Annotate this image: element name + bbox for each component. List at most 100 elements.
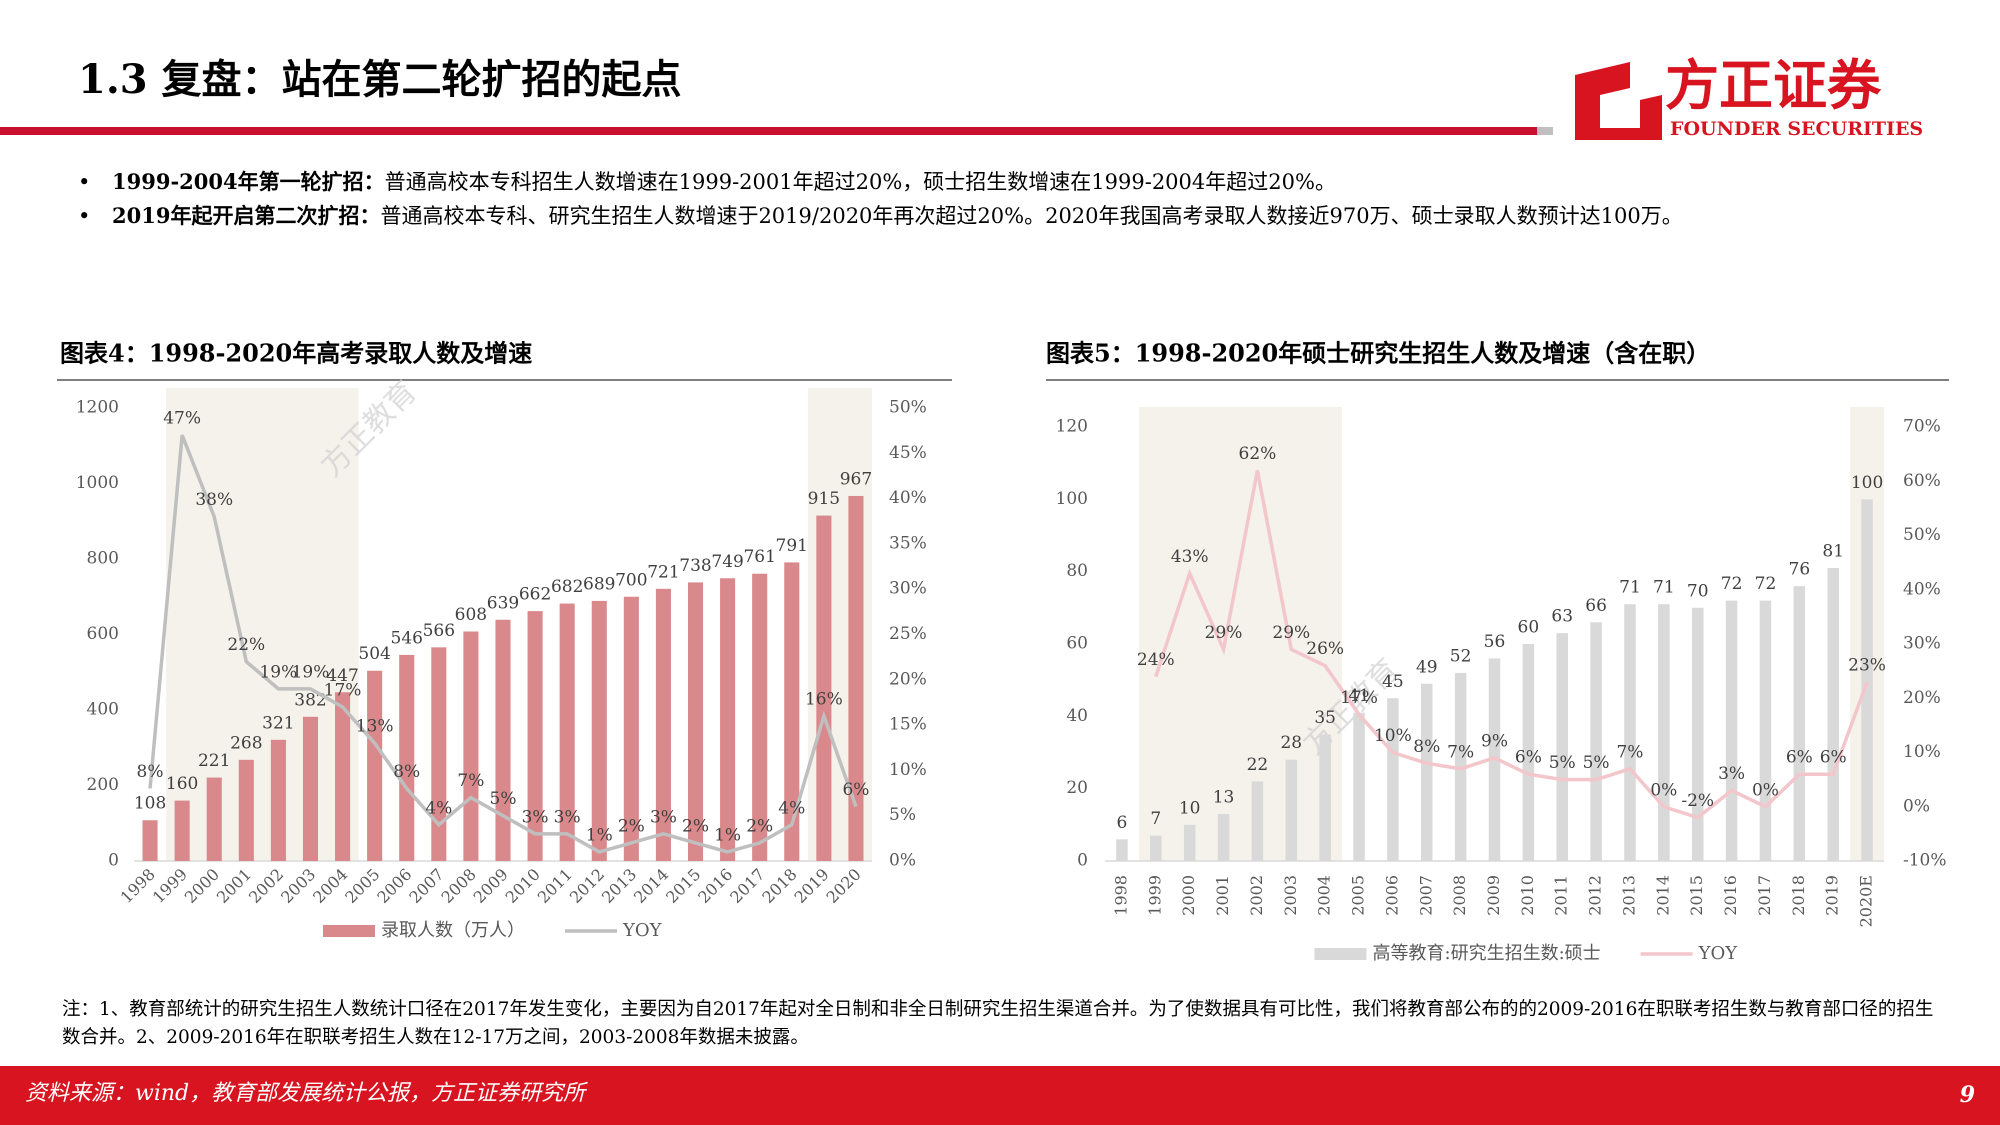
x-tick-label: 2000	[181, 865, 223, 907]
bar-label: 221	[198, 751, 230, 771]
note: 注：1、教育部统计的研究生招生人数统计口径在2017年发生变化，主要因为自201…	[62, 999, 1934, 1048]
y-tick-label: 120	[1056, 417, 1088, 437]
bar-label: 13	[1213, 787, 1235, 807]
bar	[527, 611, 543, 861]
x-tick-label: 2006	[1382, 875, 1401, 916]
page-number: 9	[1960, 1082, 1975, 1108]
x-tick-label: 2013	[1619, 875, 1638, 916]
x-tick-label: 2014	[1653, 875, 1672, 916]
bar-label: 546	[391, 628, 423, 648]
y2-tick-label: 10%	[889, 760, 927, 780]
slide-title: 1.3 复盘：站在第二轮扩招的起点	[78, 56, 682, 103]
bar-label: 56	[1484, 632, 1506, 652]
x-tick-label: 2001	[213, 865, 255, 907]
bar	[784, 562, 800, 861]
line-label: 1%	[586, 825, 613, 845]
y2-tick-label: 50%	[1903, 525, 1941, 545]
x-tick-label: 1999	[149, 865, 191, 907]
bar-label: 63	[1551, 607, 1573, 627]
x-tick-label: 2008	[438, 865, 480, 907]
y2-tick-label: 30%	[889, 579, 927, 599]
x-tick-label: 2020E	[1857, 875, 1876, 927]
line	[1154, 470, 1869, 820]
bar-label: 71	[1619, 578, 1641, 598]
bar	[1217, 813, 1230, 861]
bar-label: 662	[519, 585, 551, 605]
footer-source: 资料来源：wind，教育部发展统计公报，方正证券研究所	[25, 1081, 588, 1106]
legend-label: YOY	[622, 920, 663, 941]
line-label: 17%	[324, 680, 362, 700]
bar-label: 566	[423, 621, 455, 641]
bar	[1827, 568, 1839, 861]
x-tick-label: 2005	[341, 865, 383, 907]
line-label: 24%	[1137, 650, 1175, 670]
bullet-lead: 1999-2004年第一轮扩招：	[112, 169, 385, 194]
x-tick-label: 2001	[1213, 875, 1232, 916]
footer-bar	[0, 1066, 2000, 1125]
x-tick-label: 2017	[1755, 875, 1774, 916]
legend-swatch	[323, 925, 375, 937]
bullet: 2019年起开启第二次扩招：普通高校本专科、研究生招生人数增速于2019/202…	[78, 199, 1972, 233]
line-label: 8%	[137, 762, 164, 782]
legend-label: YOY	[1698, 943, 1739, 964]
bar	[1353, 712, 1365, 861]
bar	[1387, 698, 1399, 861]
x-tick-label: 2016	[694, 865, 736, 907]
bar	[720, 578, 736, 861]
line-label: 7%	[457, 771, 484, 791]
y2-tick-label: 20%	[889, 669, 927, 689]
bar	[1285, 759, 1298, 861]
y-tick-label: 1200	[76, 398, 119, 418]
legend-label: 录取人数（万人）	[381, 920, 525, 941]
x-tick-label: 2020	[823, 865, 865, 907]
y2-tick-label: 60%	[1903, 471, 1941, 491]
bar	[655, 588, 671, 861]
x-tick-label: 2019	[1823, 875, 1842, 916]
line-label: 38%	[195, 490, 233, 510]
bar	[270, 739, 286, 861]
line-label: 2%	[618, 816, 645, 836]
bar	[848, 495, 864, 861]
bar-label: 915	[808, 489, 840, 509]
bar	[1624, 604, 1636, 861]
bar	[1691, 607, 1704, 861]
y-tick-label: 80	[1066, 561, 1088, 581]
y-tick-label: 40	[1066, 706, 1088, 726]
line-label: 3%	[522, 807, 549, 827]
bar	[1150, 835, 1162, 861]
line-label: 0%	[1650, 780, 1677, 800]
bar-label: 108	[134, 794, 166, 814]
bar	[463, 631, 479, 861]
bar-label: 6	[1117, 813, 1128, 833]
y2-tick-label: 15%	[889, 715, 927, 735]
bar-label: 41	[1348, 686, 1370, 706]
x-tick-label: 1999	[1145, 875, 1164, 916]
line-label: -2%	[1681, 791, 1714, 811]
line-label: 62%	[1239, 444, 1277, 464]
x-tick-label: 2002	[1247, 875, 1266, 916]
bar	[1116, 839, 1128, 861]
line-label: 9%	[1481, 731, 1508, 751]
x-tick-label: 2019	[790, 865, 832, 907]
bar	[816, 515, 832, 861]
bar	[1183, 824, 1196, 861]
line-label: 47%	[163, 409, 201, 429]
bar	[206, 777, 222, 861]
bar	[238, 759, 254, 861]
line-label: 17%	[1340, 688, 1378, 708]
x-tick-label: 2013	[598, 865, 640, 907]
line-label: 29%	[1205, 623, 1243, 643]
y2-tick-label: 30%	[1903, 634, 1941, 654]
legend-label: 高等教育:研究生招生数:硕士	[1373, 943, 1601, 964]
y-tick-label: 600	[87, 624, 119, 644]
bar-label: 35	[1314, 708, 1336, 728]
bar-label: 7	[1150, 809, 1161, 829]
bar	[1658, 604, 1670, 861]
bar-label: 721	[647, 562, 679, 582]
y2-tick-label: -10%	[1903, 851, 1947, 871]
x-tick-label: 2009	[1484, 875, 1503, 916]
x-tick-label: 2015	[1687, 875, 1706, 916]
y2-tick-label: 40%	[1903, 579, 1941, 599]
bar-label: 72	[1721, 574, 1743, 594]
bar-label: 10	[1179, 798, 1201, 818]
